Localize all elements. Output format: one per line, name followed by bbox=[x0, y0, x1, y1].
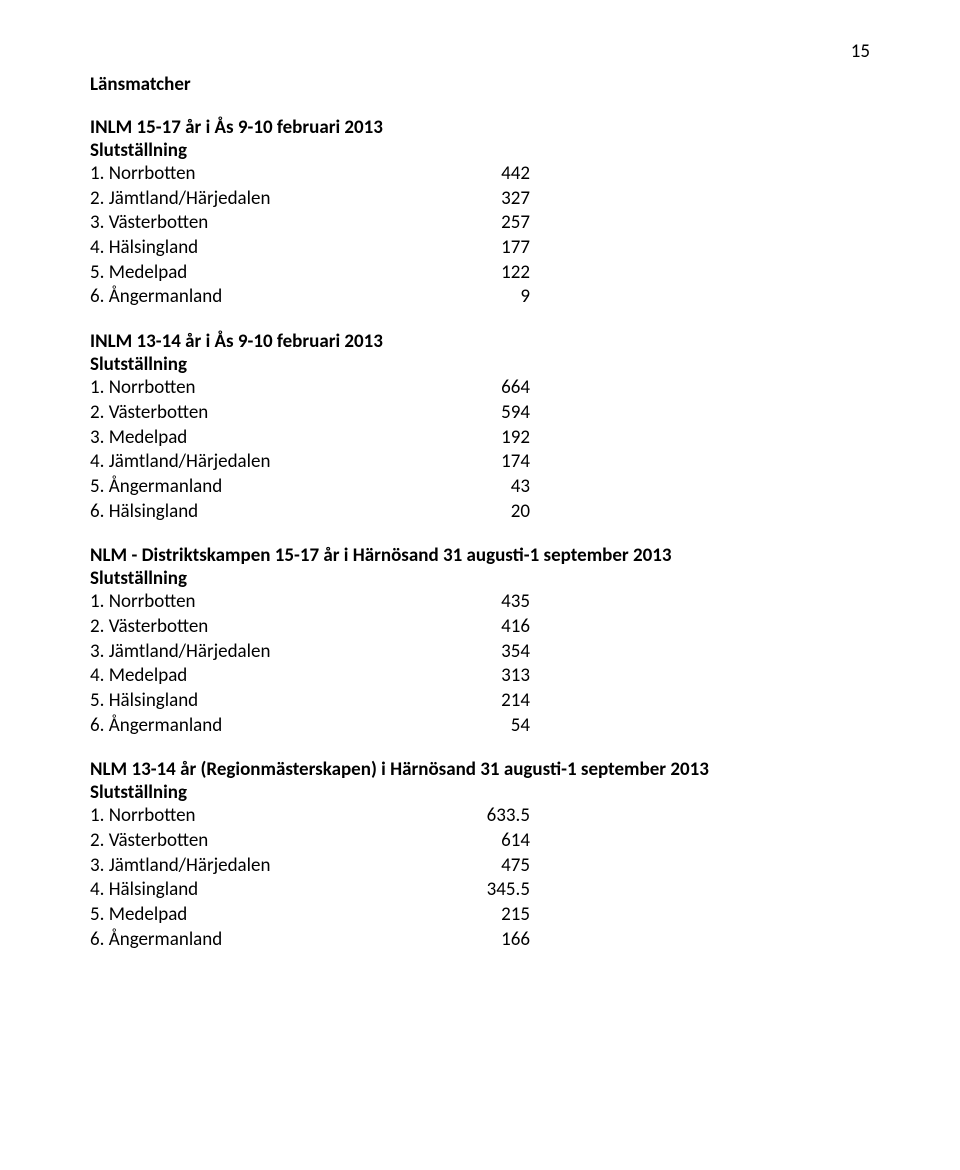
section-heading: NLM 13-14 år (Regionmästerskapen) i Härn… bbox=[90, 758, 870, 781]
row-value: 345.5 bbox=[470, 878, 530, 903]
row-value: 122 bbox=[470, 261, 530, 286]
row-label: 4. Medelpad bbox=[90, 664, 470, 689]
table-row: 2. Västerbotten614 bbox=[90, 829, 870, 854]
row-value: 177 bbox=[470, 236, 530, 261]
row-label: 6. Ångermanland bbox=[90, 928, 470, 953]
section-subtitle: Slutställning bbox=[90, 781, 870, 804]
table-row: 1. Norrbotten442 bbox=[90, 162, 870, 187]
row-label: 1. Norrbotten bbox=[90, 804, 470, 829]
page-number: 15 bbox=[90, 40, 870, 63]
row-value: 435 bbox=[470, 590, 530, 615]
table-row: 1. Norrbotten633.5 bbox=[90, 804, 870, 829]
table-row: 3. Västerbotten257 bbox=[90, 211, 870, 236]
section: NLM - Distriktskampen 15-17 år i Härnösa… bbox=[90, 544, 870, 738]
row-value: 192 bbox=[470, 426, 530, 451]
row-label: 6. Ångermanland bbox=[90, 714, 470, 739]
row-label: 5. Medelpad bbox=[90, 261, 470, 286]
section-subtitle: Slutställning bbox=[90, 567, 870, 590]
row-value: 20 bbox=[470, 500, 530, 525]
table-row: 4. Medelpad313 bbox=[90, 664, 870, 689]
row-value: 174 bbox=[470, 450, 530, 475]
table-row: 6. Ångermanland54 bbox=[90, 714, 870, 739]
row-label: 3. Jämtland/Härjedalen bbox=[90, 854, 470, 879]
table-row: 1. Norrbotten435 bbox=[90, 590, 870, 615]
row-label: 2. Västerbotten bbox=[90, 615, 470, 640]
row-value: 257 bbox=[470, 211, 530, 236]
table-row: 3. Jämtland/Härjedalen475 bbox=[90, 854, 870, 879]
row-label: 4. Hälsingland bbox=[90, 236, 470, 261]
row-value: 166 bbox=[470, 928, 530, 953]
row-label: 5. Ångermanland bbox=[90, 475, 470, 500]
row-value: 354 bbox=[470, 640, 530, 665]
row-label: 1. Norrbotten bbox=[90, 162, 470, 187]
section-heading: NLM - Distriktskampen 15-17 år i Härnösa… bbox=[90, 544, 870, 567]
row-label: 3. Jämtland/Härjedalen bbox=[90, 640, 470, 665]
table-row: 3. Jämtland/Härjedalen354 bbox=[90, 640, 870, 665]
table-row: 5. Ångermanland43 bbox=[90, 475, 870, 500]
row-value: 327 bbox=[470, 187, 530, 212]
table-row: 6. Hälsingland20 bbox=[90, 500, 870, 525]
row-label: 5. Hälsingland bbox=[90, 689, 470, 714]
table-row: 4. Hälsingland345.5 bbox=[90, 878, 870, 903]
row-value: 215 bbox=[470, 903, 530, 928]
table-row: 5. Medelpad215 bbox=[90, 903, 870, 928]
row-value: 442 bbox=[470, 162, 530, 187]
row-label: 1. Norrbotten bbox=[90, 590, 470, 615]
section-heading: INLM 15-17 år i Ås 9-10 februari 2013 bbox=[90, 116, 870, 139]
table-row: 2. Jämtland/Härjedalen327 bbox=[90, 187, 870, 212]
section-subtitle: Slutställning bbox=[90, 353, 870, 376]
row-label: 4. Hälsingland bbox=[90, 878, 470, 903]
table-row: 4. Jämtland/Härjedalen174 bbox=[90, 450, 870, 475]
row-value: 9 bbox=[470, 285, 530, 310]
table-row: 4. Hälsingland177 bbox=[90, 236, 870, 261]
row-value: 614 bbox=[470, 829, 530, 854]
row-value: 633.5 bbox=[470, 804, 530, 829]
row-value: 43 bbox=[470, 475, 530, 500]
row-label: 1. Norrbotten bbox=[90, 376, 470, 401]
table-row: 2. Västerbotten594 bbox=[90, 401, 870, 426]
row-label: 3. Västerbotten bbox=[90, 211, 470, 236]
page-title: Länsmatcher bbox=[90, 73, 870, 96]
row-value: 313 bbox=[470, 664, 530, 689]
table-row: 6. Ångermanland166 bbox=[90, 928, 870, 953]
row-label: 2. Västerbotten bbox=[90, 401, 470, 426]
section-subtitle: Slutställning bbox=[90, 139, 870, 162]
row-value: 214 bbox=[470, 689, 530, 714]
row-label: 2. Jämtland/Härjedalen bbox=[90, 187, 470, 212]
row-value: 594 bbox=[470, 401, 530, 426]
table-row: 5. Medelpad122 bbox=[90, 261, 870, 286]
section-heading: INLM 13-14 år i Ås 9-10 februari 2013 bbox=[90, 330, 870, 353]
row-label: 6. Hälsingland bbox=[90, 500, 470, 525]
row-label: 3. Medelpad bbox=[90, 426, 470, 451]
row-value: 416 bbox=[470, 615, 530, 640]
row-label: 6. Ångermanland bbox=[90, 285, 470, 310]
table-row: 5. Hälsingland214 bbox=[90, 689, 870, 714]
row-label: 2. Västerbotten bbox=[90, 829, 470, 854]
row-value: 475 bbox=[470, 854, 530, 879]
table-row: 6. Ångermanland9 bbox=[90, 285, 870, 310]
row-value: 664 bbox=[470, 376, 530, 401]
row-label: 5. Medelpad bbox=[90, 903, 470, 928]
section: NLM 13-14 år (Regionmästerskapen) i Härn… bbox=[90, 758, 870, 952]
section: INLM 13-14 år i Ås 9-10 februari 2013Slu… bbox=[90, 330, 870, 524]
table-row: 2. Västerbotten416 bbox=[90, 615, 870, 640]
table-row: 3. Medelpad192 bbox=[90, 426, 870, 451]
table-row: 1. Norrbotten664 bbox=[90, 376, 870, 401]
section: INLM 15-17 år i Ås 9-10 februari 2013Slu… bbox=[90, 116, 870, 310]
row-label: 4. Jämtland/Härjedalen bbox=[90, 450, 470, 475]
row-value: 54 bbox=[470, 714, 530, 739]
